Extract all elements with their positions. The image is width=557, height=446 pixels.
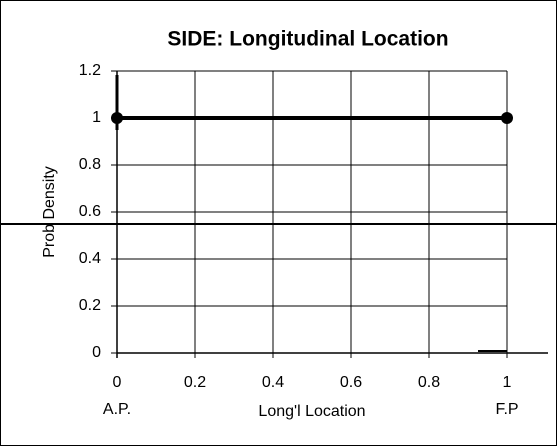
annotation: A.P. [103,401,131,418]
y-tick-label: 1 [92,109,101,126]
x-tick-label: 0.2 [184,374,206,391]
y-tick-label: 0.8 [79,156,101,173]
y-tick-label: 0.6 [79,203,101,220]
data-point [501,112,513,124]
x-axis-label: Long'l Location [258,403,365,420]
y-tick-label: 0 [92,344,101,361]
y-tick-label: 0.4 [79,250,101,267]
y-tick-label: 1.2 [79,62,101,79]
y-tick-label: 0.2 [79,297,101,314]
y-axis-label: Prob Density [41,166,58,258]
x-tick-label: 1 [503,374,512,391]
annotation: F.P [495,401,518,418]
data-point [111,112,123,124]
x-tick-label: 0 [113,374,122,391]
chart-title: SIDE: Longitudinal Location [167,28,448,51]
x-tick-label: 0.6 [340,374,362,391]
x-tick-label: 0.4 [262,374,284,391]
x-tick-label: 0.8 [418,374,440,391]
